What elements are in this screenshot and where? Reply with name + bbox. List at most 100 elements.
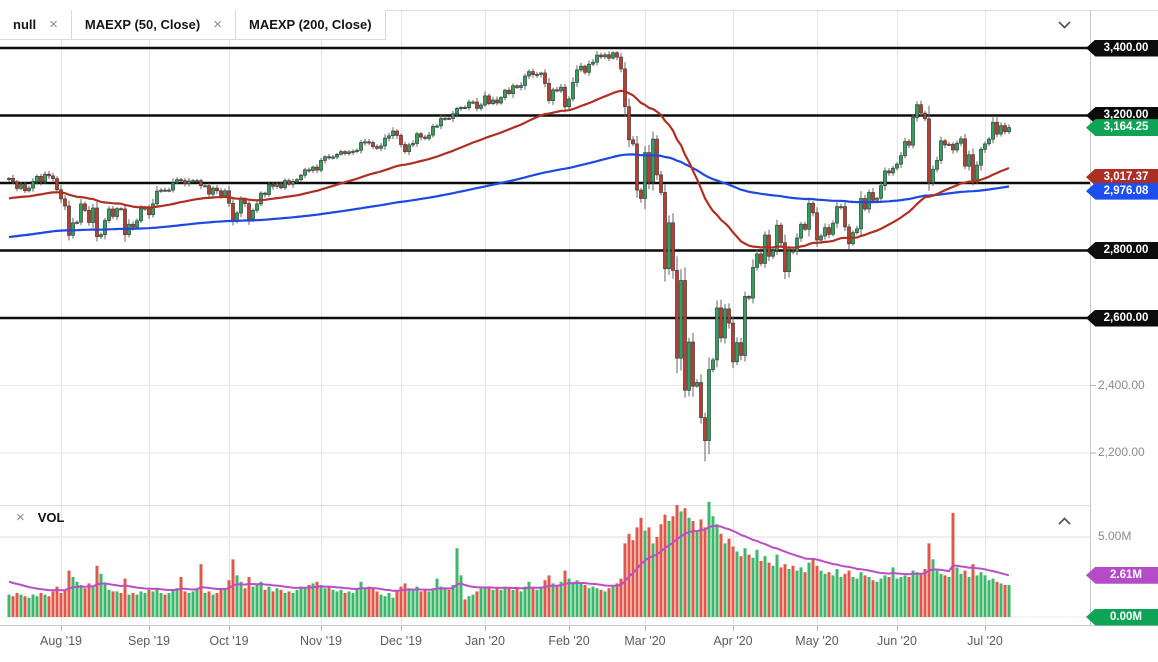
volume-bar bbox=[207, 591, 211, 617]
legend-item-series: null × bbox=[0, 10, 72, 40]
candle-body bbox=[903, 141, 907, 157]
volume-bar bbox=[123, 578, 127, 617]
volume-bar bbox=[695, 530, 699, 617]
close-icon[interactable]: × bbox=[16, 509, 25, 526]
candle-body bbox=[615, 52, 619, 58]
candlestick-series bbox=[7, 51, 1011, 462]
volume-bar bbox=[915, 572, 919, 617]
candle-body bbox=[1007, 127, 1011, 133]
collapse-main-panel-button[interactable] bbox=[1046, 12, 1082, 38]
volume-bar bbox=[555, 585, 559, 617]
price-axis-label: 2,400.00 bbox=[1098, 377, 1145, 392]
candle-body bbox=[119, 208, 123, 211]
volume-bar bbox=[23, 596, 27, 617]
candle-body bbox=[779, 224, 783, 244]
candle-body bbox=[147, 207, 151, 216]
candle-body bbox=[599, 54, 603, 58]
candle-body bbox=[439, 118, 443, 127]
candle-body bbox=[675, 270, 679, 359]
volume-bar bbox=[731, 546, 735, 617]
candle-body bbox=[975, 164, 979, 181]
close-icon[interactable]: × bbox=[49, 16, 58, 33]
volume-bar bbox=[19, 594, 23, 617]
candle-body bbox=[207, 185, 211, 195]
candle-body bbox=[627, 106, 631, 141]
volume-bar bbox=[963, 570, 967, 617]
volume-series bbox=[7, 501, 1011, 617]
candle-body bbox=[1003, 125, 1007, 133]
volume-bar bbox=[363, 588, 367, 617]
candle-body bbox=[475, 101, 479, 109]
candle-body bbox=[583, 65, 587, 73]
volume-bar bbox=[519, 591, 523, 617]
candle-body bbox=[299, 174, 303, 180]
candle-body bbox=[727, 308, 731, 324]
chevron-up-icon bbox=[1057, 517, 1071, 525]
volume-bar bbox=[679, 511, 683, 617]
volume-bar bbox=[755, 549, 759, 617]
volume-bar bbox=[31, 594, 35, 617]
candle-body bbox=[923, 112, 927, 120]
volume-bar bbox=[163, 594, 167, 617]
candle-body bbox=[807, 202, 811, 230]
candle-body bbox=[647, 152, 651, 183]
volume-bar bbox=[735, 551, 739, 617]
candle-body bbox=[939, 140, 943, 161]
candle-body bbox=[43, 173, 47, 182]
volume-bar bbox=[671, 516, 675, 617]
volume-bar bbox=[431, 588, 435, 617]
volume-bar bbox=[87, 583, 91, 617]
volume-bar bbox=[399, 586, 403, 617]
volume-bar bbox=[275, 588, 279, 617]
candle-body bbox=[11, 177, 15, 183]
candle-body bbox=[215, 187, 219, 192]
candle-body bbox=[787, 250, 791, 273]
close-icon[interactable]: × bbox=[213, 16, 222, 33]
candle-body bbox=[863, 198, 867, 210]
candle-body bbox=[199, 180, 203, 187]
volume-bar bbox=[899, 577, 903, 617]
candle-body bbox=[815, 212, 819, 241]
volume-bar bbox=[319, 585, 323, 617]
volume-bar bbox=[779, 567, 783, 617]
candle-body bbox=[259, 192, 263, 205]
candle-body bbox=[835, 206, 839, 224]
candle-body bbox=[511, 85, 515, 94]
candle-body bbox=[407, 144, 411, 153]
volume-bar bbox=[479, 588, 483, 617]
volume-bar bbox=[439, 586, 443, 617]
volume-bar bbox=[95, 565, 99, 617]
volume-bar bbox=[351, 593, 355, 617]
candle-body bbox=[631, 139, 635, 145]
candle-body bbox=[711, 359, 715, 371]
volume-bar bbox=[603, 591, 607, 617]
volume-bar bbox=[167, 593, 171, 617]
volume-bar bbox=[647, 527, 651, 617]
volume-bar bbox=[135, 594, 139, 617]
candle-body bbox=[503, 89, 507, 98]
volume-bar bbox=[939, 573, 943, 617]
volume-bar bbox=[739, 556, 743, 617]
candle-body bbox=[39, 175, 43, 183]
candle-body bbox=[811, 202, 815, 214]
volume-bar bbox=[547, 575, 551, 617]
volume-bar bbox=[615, 583, 619, 617]
candle-body bbox=[695, 382, 699, 387]
volume-bar bbox=[231, 559, 235, 617]
volume-bar bbox=[187, 593, 191, 617]
volume-bar bbox=[511, 589, 515, 617]
volume-bar bbox=[747, 554, 751, 617]
candle-body bbox=[823, 227, 827, 237]
volume-bar bbox=[283, 593, 287, 617]
volume-ma-line bbox=[8, 524, 1010, 592]
candle-body bbox=[315, 166, 319, 171]
volume-bar bbox=[879, 578, 883, 617]
candle-body bbox=[839, 206, 843, 209]
volume-bar bbox=[171, 589, 175, 617]
volume-bar bbox=[859, 572, 863, 617]
volume-bar bbox=[447, 589, 451, 617]
candle-body bbox=[103, 220, 107, 236]
volume-bar bbox=[111, 591, 115, 617]
candle-body bbox=[47, 173, 51, 177]
collapse-volume-panel-button[interactable] bbox=[1046, 508, 1082, 534]
